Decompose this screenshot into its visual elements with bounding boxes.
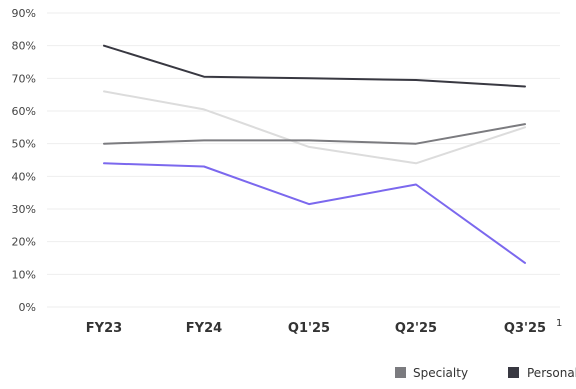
- series-line-s2: [103, 90, 526, 165]
- x-tick-footnote: 1: [556, 318, 562, 329]
- x-axis-ticks: FY23 FY24 Q1'25 Q2'25 Q3'25 1: [86, 318, 563, 336]
- x-tick-label: Q1'25: [288, 321, 330, 336]
- y-tick-label: 50%: [12, 138, 36, 151]
- y-tick-label: 30%: [12, 203, 36, 216]
- y-tick-label: 0%: [19, 301, 36, 314]
- y-tick-label: 10%: [12, 268, 36, 281]
- legend-label-personal: Personal: [527, 366, 576, 380]
- y-tick-label: 20%: [12, 236, 36, 249]
- series-lines: [103, 44, 526, 264]
- y-tick-label: 90%: [12, 7, 36, 20]
- series-line-s1: [103, 44, 526, 88]
- y-tick-label: 80%: [12, 40, 36, 53]
- y-tick-label: 70%: [12, 72, 36, 85]
- y-tick-label: 40%: [12, 170, 36, 183]
- x-tick-label: Q3'25: [504, 321, 546, 336]
- x-tick-label: Q2'25: [395, 321, 437, 336]
- x-tick-label: FY24: [186, 321, 222, 336]
- series-line-s3: [103, 123, 526, 145]
- legend-swatch-personal: [508, 367, 519, 378]
- legend: Specialty Personal: [395, 366, 576, 380]
- gridlines: [47, 12, 560, 308]
- x-tick-label: FY23: [86, 321, 122, 336]
- series-line-s4: [103, 162, 526, 264]
- y-axis-ticks: 0% 10% 20% 30% 40% 50% 60% 70% 80% 90%: [12, 7, 36, 314]
- legend-swatch-specialty: [395, 367, 406, 378]
- y-tick-label: 60%: [12, 105, 36, 118]
- legend-label-specialty: Specialty: [413, 366, 468, 380]
